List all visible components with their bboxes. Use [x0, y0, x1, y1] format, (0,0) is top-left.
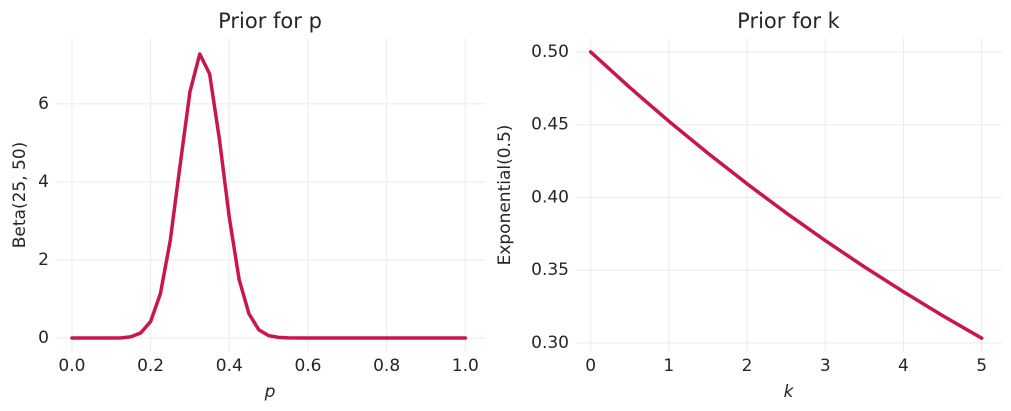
y-tick-label: 0.30: [531, 333, 569, 353]
x-tick-label: 1.0: [452, 356, 479, 376]
chart-title: Prior for k: [737, 9, 840, 33]
y-tick-label: 4: [38, 172, 49, 192]
x-tick-label: 5: [976, 356, 987, 376]
y-tick-label: 2: [38, 250, 49, 270]
chart-title: Prior for p: [218, 9, 322, 33]
x-axis-label: k: [784, 382, 795, 402]
y-tick-label: 0: [38, 328, 49, 348]
x-tick-label: 0.4: [216, 356, 243, 376]
x-tick-label: 0.0: [58, 356, 85, 376]
x-tick-label: 3: [820, 356, 831, 376]
x-axis-label: p: [264, 382, 276, 402]
x-tick-label: 0.2: [137, 356, 164, 376]
y-tick-label: 0.50: [531, 42, 569, 62]
subplot: 0.0 0.2 0.4 0.6 0.8 1.0 0 2 4 6 Prior for p p Beta(2…: [10, 9, 485, 402]
x-tick-label: 0.8: [373, 356, 400, 376]
x-tick-label: 0.6: [294, 356, 321, 376]
y-tick-label: 0.45: [531, 115, 569, 135]
y-tick-label: 0.35: [531, 260, 569, 280]
line: [588, 50, 984, 340]
y-tick-label: 6: [38, 94, 49, 114]
x-tick-label: 0: [585, 356, 596, 376]
y-axis-label: Exponential(0.5): [495, 125, 515, 266]
x-tick-label: 4: [898, 356, 909, 376]
subplot: 0 1 2 3 4 5 0.30 0.35 0.40 0.45 0.50 Prior for k k Ex…: [495, 9, 1002, 402]
x-tick-label: 2: [742, 356, 753, 376]
y-tick-label: 0.40: [531, 187, 569, 207]
line: [70, 52, 468, 340]
x-tick-label: 1: [663, 356, 674, 376]
y-axis-label: Beta(25, 50): [10, 142, 30, 249]
